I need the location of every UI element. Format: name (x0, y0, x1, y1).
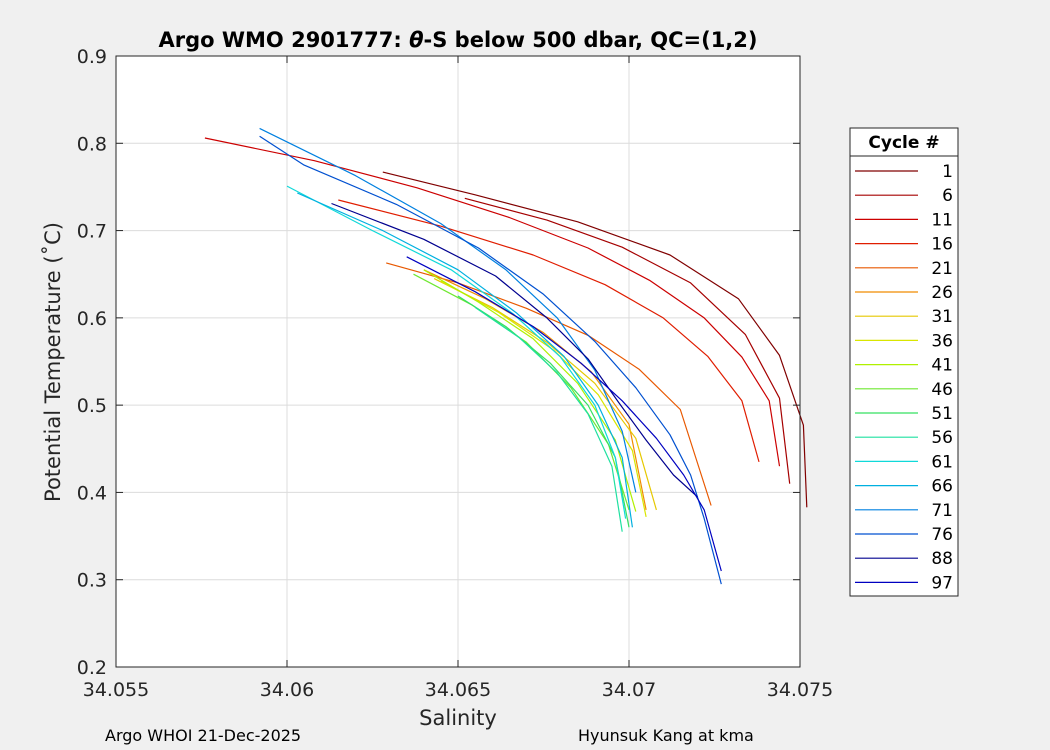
legend-label-cycle-11: 11 (931, 210, 953, 230)
series-line-cycle-11 (204, 137, 781, 467)
y-tick-label: 0.3 (77, 570, 107, 592)
legend-label-cycle-97: 97 (931, 573, 953, 593)
series-line-cycle-61 (286, 185, 627, 519)
x-tick-labels: 34.055 34.06 34.065 34.07 34.075 (83, 679, 833, 701)
series-line-cycle-6 (464, 197, 791, 484)
series-layer (204, 127, 808, 585)
y-tick-labels: 0.2 0.3 0.4 0.5 0.6 0.7 0.8 0.9 (77, 46, 107, 679)
ticks (115, 55, 801, 668)
legend-box (849, 127, 959, 597)
series-line-cycle-41 (423, 269, 637, 512)
series-line-cycle-76 (259, 135, 722, 585)
legend-label-cycle-76: 76 (931, 525, 953, 545)
x-tick-label: 34.06 (260, 679, 314, 701)
series-line-cycle-66 (297, 192, 633, 528)
x-tick-label: 34.075 (767, 679, 833, 701)
series-line-cycle-71 (259, 127, 637, 493)
series-line-cycle-97 (406, 256, 722, 572)
legend-label-cycle-66: 66 (931, 477, 953, 497)
footer-right: Hyunsuk Kang at kma (578, 726, 754, 745)
legend-label-cycle-51: 51 (931, 404, 953, 424)
y-tick-label: 0.8 (77, 133, 107, 155)
legend-title: Cycle # (868, 133, 939, 153)
legend-label-cycle-6: 6 (942, 186, 953, 206)
series-line-cycle-1 (382, 171, 808, 508)
x-tick-label: 34.07 (602, 679, 656, 701)
legend-label-cycle-88: 88 (931, 549, 953, 569)
series-line-cycle-16 (338, 199, 760, 463)
y-axis-label-part-1: Potential Temperature ( (41, 255, 65, 502)
legend-label-cycle-36: 36 (931, 331, 953, 351)
legend: Cycle # 16111621263136414651566166717688… (849, 127, 959, 597)
legend-label-cycle-71: 71 (931, 501, 953, 521)
x-axis-label: Salinity (419, 706, 497, 730)
legend-label-cycle-1: 1 (942, 162, 953, 182)
footer-left: Argo WHOI 21-Dec-2025 (105, 726, 301, 745)
grid (115, 55, 801, 668)
legend-label-cycle-26: 26 (931, 283, 953, 303)
legend-label-cycle-41: 41 (931, 356, 953, 376)
y-tick-label: 0.5 (77, 395, 107, 417)
y-tick-label: 0.6 (77, 308, 107, 330)
legend-label-cycle-56: 56 (931, 428, 953, 448)
chart-title-part-1: Argo WMO 2901777: (158, 28, 409, 52)
y-tick-label: 0.2 (77, 657, 107, 679)
x-tick-label: 34.055 (83, 679, 149, 701)
y-tick-label: 0.9 (77, 46, 107, 68)
legend-label-cycle-31: 31 (931, 307, 953, 327)
y-axis-label-part-2: C) (41, 222, 65, 245)
legend-label-cycle-46: 46 (931, 380, 953, 400)
y-axis-label-degree: ˚ (41, 245, 65, 256)
y-tick-label: 0.4 (77, 482, 107, 504)
series-line-cycle-31 (433, 278, 657, 511)
y-tick-label: 0.7 (77, 221, 107, 243)
legend-label-cycle-16: 16 (931, 235, 953, 255)
x-tick-label: 34.065 (425, 679, 491, 701)
chart-title-theta: θ (409, 28, 423, 52)
legend-label-cycle-21: 21 (931, 259, 953, 279)
y-axis-label: Potential Temperature (˚C) (41, 222, 65, 502)
legend-label-cycle-61: 61 (931, 452, 953, 472)
chart-title-part-2: -S below 500 dbar, QC=(1,2) (424, 28, 758, 52)
series-line-cycle-88 (331, 202, 698, 498)
series-line-cycle-56 (474, 306, 623, 532)
chart-title: Argo WMO 2901777: θ-S below 500 dbar, QC… (158, 28, 757, 52)
